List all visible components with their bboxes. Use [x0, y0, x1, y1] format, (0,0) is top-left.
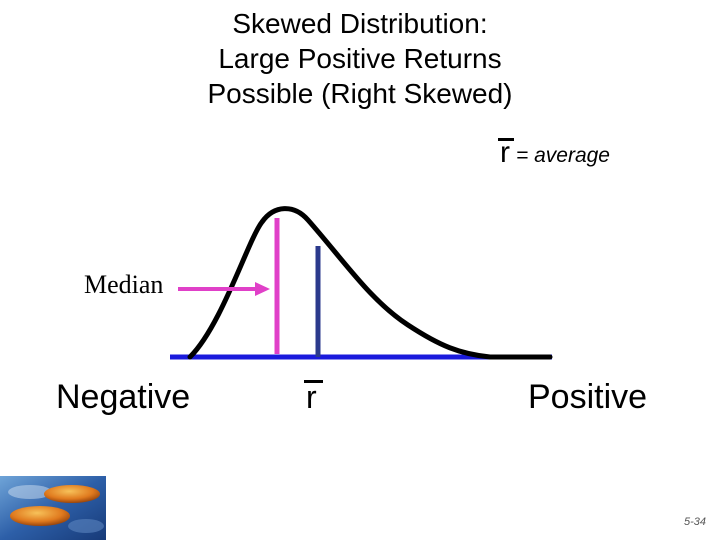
title-line-1: Skewed Distribution:	[232, 8, 488, 39]
r-bar-symbol: r	[498, 136, 514, 169]
median-label: Median	[84, 270, 164, 299]
negative-label: Negative	[56, 378, 191, 416]
median-arrow-head	[255, 282, 270, 296]
legend-average: r = average	[498, 136, 610, 169]
slide-title: Skewed Distribution: Large Positive Retu…	[0, 6, 720, 111]
positive-label: Positive	[528, 378, 648, 416]
corner-stones-image	[0, 476, 106, 540]
page-number: 5-34	[683, 516, 706, 528]
distribution-curve	[187, 206, 553, 360]
title-line-2: Large Positive Returns	[218, 43, 502, 74]
mean-r-bar-label: r	[304, 379, 323, 415]
legend-average-text: = average	[516, 144, 610, 167]
title-line-3: Possible (Right Skewed)	[207, 78, 513, 109]
